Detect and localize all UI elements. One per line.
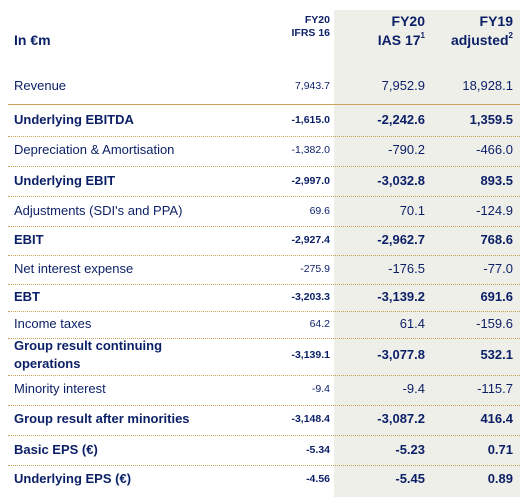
row-divider (8, 284, 520, 285)
cell-fy19-adjusted: 893.5 (480, 173, 513, 188)
cell-fy20-ias17: -3,077.8 (377, 347, 425, 362)
cell-fy20-ias17: -5.45 (395, 471, 425, 486)
cell-fy20-ifrs16: 7,943.7 (294, 80, 330, 92)
cell-fy19-adjusted: 691.6 (480, 289, 513, 304)
table-row: EBIT -2,927.4 -2,962.7 768.6 (0, 231, 520, 249)
cell-fy20-ias17: -9.4 (402, 381, 425, 396)
table-row: Net interest expense -275.9 -176.5 -77.0 (0, 260, 520, 278)
footnote-marker: 2 (508, 31, 513, 40)
cell-fy20-ifrs16: -1,615.0 (291, 114, 330, 126)
cell-fy19-adjusted: -77.0 (483, 261, 513, 276)
table-row: Basic EPS (€) -5.34 -5.23 0.71 (0, 441, 520, 459)
row-label: Revenue (14, 78, 67, 93)
table-row: Income taxes 64.2 61.4 -159.6 (0, 315, 520, 333)
cell-fy20-ifrs16: -275.9 (300, 263, 330, 275)
row-divider (8, 435, 520, 436)
row-label: Group result after minorities (14, 411, 190, 426)
cell-fy20-ifrs16: -1,382.0 (291, 144, 330, 156)
cell-fy20-ias17: -3,139.2 (377, 289, 425, 304)
table-row: EBT -3,203.3 -3,139.2 691.6 (0, 288, 520, 306)
cell-fy20-ias17: 7,952.9 (381, 78, 425, 93)
cell-fy20-ifrs16: 64.2 (309, 318, 330, 330)
cell-fy20-ias17: -3,032.8 (377, 173, 425, 188)
table-row: Group result continuing operations -3,139.… (0, 337, 520, 373)
cell-fy19-adjusted: -124.9 (476, 203, 513, 218)
cell-fy20-ias17: -5.23 (395, 442, 425, 457)
row-divider (8, 226, 520, 227)
table-row: Group result after minorities -3,148.4 -3,… (0, 410, 520, 428)
row-divider (8, 104, 520, 105)
row-label: Basic EPS (€) (14, 442, 98, 457)
cell-fy19-adjusted: 416.4 (480, 411, 513, 426)
highlight-column (334, 10, 520, 497)
row-label: Depreciation & Amortisation (14, 142, 175, 157)
row-label: Income taxes (14, 316, 92, 331)
cell-fy20-ias17: -2,962.7 (377, 232, 425, 247)
row-divider (8, 338, 520, 339)
col-header-fy19-adjusted: FY19 adjusted2 (450, 13, 513, 48)
cell-fy20-ias17: 70.1 (399, 203, 425, 218)
row-label: Adjustments (SDI's and PPA) (14, 203, 183, 218)
cell-fy20-ifrs16: -2,927.4 (291, 234, 330, 246)
row-label: Underlying EBIT (14, 173, 116, 188)
unit-label: In €m (14, 32, 51, 48)
cell-fy20-ifrs16: -2,997.0 (291, 175, 330, 187)
cell-fy19-adjusted: 768.6 (480, 232, 513, 247)
row-divider (8, 405, 520, 406)
row-label: Underlying EPS (€) (14, 471, 132, 486)
row-divider (8, 196, 520, 197)
col-header-fy20-ifrs16: FY20 IFRS 16 (291, 14, 330, 39)
row-divider (8, 166, 520, 167)
row-label: Minority interest (14, 381, 106, 396)
cell-fy19-adjusted: 532.1 (480, 347, 513, 362)
table-row: Depreciation & Amortisation -1,382.0 -790.… (0, 141, 520, 159)
row-label: EBIT (14, 232, 44, 247)
table-row: Underlying EBIT -2,997.0 -3,032.8 893.5 (0, 172, 520, 190)
cell-fy20-ifrs16: -3,139.1 (291, 349, 330, 361)
table-row: Revenue 7,943.7 7,952.9 18,928.1 (0, 77, 520, 95)
row-divider (8, 255, 520, 256)
cell-fy20-ias17: -176.5 (388, 261, 425, 276)
cell-fy19-adjusted: -115.7 (477, 381, 513, 396)
col-header-fy20-ias17: FY20 IAS 171 (377, 13, 425, 48)
table-row: Adjustments (SDI's and PPA) 69.6 70.1 -124.… (0, 202, 520, 220)
row-label: EBT (14, 289, 40, 304)
table-row: Minority interest -9.4 -9.4 -115.7 (0, 380, 520, 398)
cell-fy20-ias17: -3,087.2 (377, 411, 425, 426)
row-divider (8, 136, 520, 137)
cell-fy19-adjusted: 0.71 (487, 442, 513, 457)
cell-fy19-adjusted: 1,359.5 (469, 112, 513, 127)
cell-fy19-adjusted: 0.89 (487, 471, 513, 486)
cell-fy19-adjusted: 18,928.1 (462, 78, 513, 93)
row-divider (8, 375, 520, 376)
cell-fy20-ias17: -790.2 (388, 142, 425, 157)
table-header: In €m FY20 IFRS 16 FY20 IAS 171 FY19 adj… (0, 0, 520, 60)
cell-fy19-adjusted: -466.0 (476, 142, 513, 157)
row-label: Net interest expense (14, 261, 134, 276)
footnote-marker: 1 (420, 31, 425, 40)
cell-fy20-ifrs16: -9.4 (311, 383, 330, 395)
cell-fy20-ias17: 61.4 (399, 316, 425, 331)
table-row: Underlying EPS (€) -4.56 -5.45 0.89 (0, 470, 520, 488)
row-label: Group result continuing operations (14, 338, 163, 371)
row-divider (8, 311, 520, 312)
table-row: Underlying EBITDA -1,615.0 -2,242.6 1,359.5 (0, 111, 520, 129)
cell-fy20-ias17: -2,242.6 (377, 112, 425, 127)
row-divider (8, 465, 520, 466)
cell-fy20-ifrs16: 69.6 (309, 205, 330, 217)
cell-fy20-ifrs16: -4.56 (306, 473, 330, 485)
cell-fy20-ifrs16: -3,203.3 (291, 291, 330, 303)
cell-fy20-ifrs16: -3,148.4 (291, 413, 330, 425)
row-label: Underlying EBITDA (14, 112, 134, 127)
cell-fy19-adjusted: -159.6 (476, 316, 513, 331)
cell-fy20-ifrs16: -5.34 (306, 444, 330, 456)
